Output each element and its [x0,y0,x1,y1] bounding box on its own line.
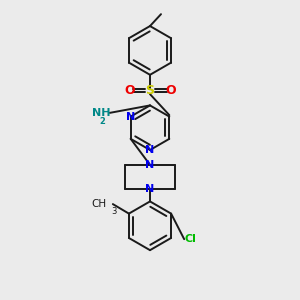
Text: 2: 2 [100,117,105,126]
Text: 3: 3 [112,207,117,216]
Text: NH: NH [92,108,110,118]
Text: O: O [124,84,134,97]
Text: Cl: Cl [184,234,196,244]
Text: N: N [146,184,154,194]
Text: N: N [146,160,154,170]
Text: S: S [146,84,154,97]
Text: N: N [146,145,154,155]
Text: N: N [126,112,135,122]
Text: CH: CH [92,199,107,209]
Text: O: O [166,84,176,97]
